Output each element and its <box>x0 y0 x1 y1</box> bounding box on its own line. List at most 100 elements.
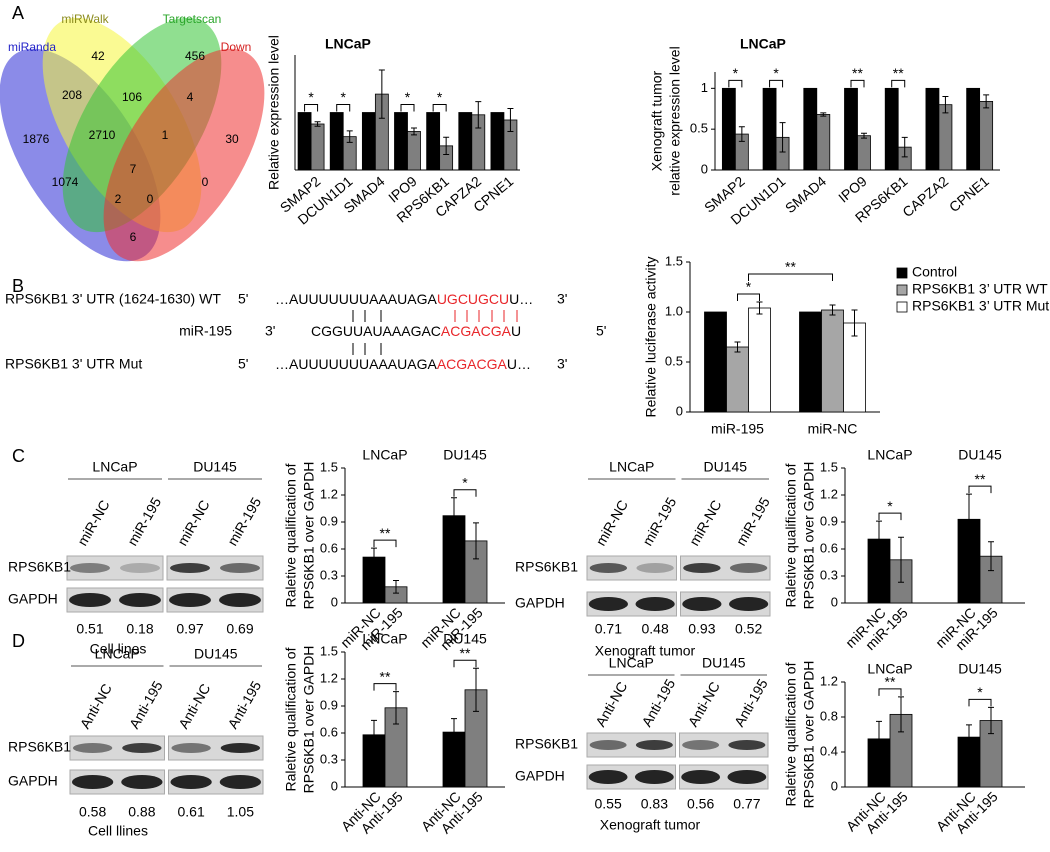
bar <box>938 104 953 171</box>
bar <box>884 87 899 171</box>
blot-row-label: RPS6KB1 <box>8 559 71 575</box>
sequence-label: miR-195 <box>179 323 232 339</box>
venn-count: 7 <box>130 162 137 176</box>
blot-band <box>634 770 674 784</box>
error-bar <box>966 724 972 750</box>
y-tick-label: 0.9 <box>320 697 338 712</box>
y-tick-label: 0.3 <box>320 567 338 582</box>
blot-lane: miR-NC <box>592 497 631 548</box>
significance-bracket <box>453 659 477 668</box>
sequence: …AUUUUUUUAAAUAGAACGACGAU… <box>275 356 531 372</box>
blot-lane: Anti-195 <box>638 676 678 729</box>
y-tick-label: 0.6 <box>320 724 338 739</box>
bar <box>816 114 831 171</box>
blot-quantification: 0.88 <box>128 804 155 820</box>
blot-band <box>120 563 160 573</box>
blot-lane: miR-NC <box>174 497 213 548</box>
sequence-part: U <box>511 323 521 339</box>
blot-group: DU145 <box>702 655 746 671</box>
sequence-part: …AUUUUUUUAAAUAGA <box>275 291 437 307</box>
blot-band <box>729 563 768 573</box>
bar <box>426 112 441 171</box>
significance-bracket <box>769 79 784 88</box>
sequence: CGGUUAUAAAGACACGACGAU <box>311 323 521 339</box>
blot-caption: Xenograft tumor <box>595 643 696 659</box>
legend-swatch <box>896 267 908 279</box>
significance-label: * <box>308 89 314 105</box>
y-tick-label: 1.0 <box>665 303 683 318</box>
blot-lane: miR-195 <box>733 494 773 548</box>
significance-bracket <box>878 512 902 521</box>
y-axis-label: Raletive qualification of <box>283 463 299 607</box>
y-tick-label: 0.6 <box>320 540 338 555</box>
significance-bracket <box>737 293 760 301</box>
panel-label: A <box>12 3 24 23</box>
venn-count: 4 <box>187 90 194 104</box>
venn-set-label: Targetscan <box>163 12 222 26</box>
blot-lane: miR-195 <box>124 494 164 548</box>
error-bar <box>898 536 904 583</box>
venn-count: 0 <box>147 192 154 206</box>
blot-band <box>635 597 675 611</box>
chart-title: LNCaP <box>325 36 371 52</box>
y-tick-label: 0 <box>831 778 838 793</box>
blot-group: DU145 <box>194 646 238 662</box>
sequence-part: ACGACGA <box>441 323 512 339</box>
x-tick-label: CAPZA2 <box>899 173 951 220</box>
significance-label: ** <box>975 471 986 487</box>
error-bar <box>738 126 745 142</box>
error-bar <box>901 136 908 158</box>
blot-band <box>170 775 212 789</box>
y-tick-label: 0.3 <box>820 567 838 582</box>
error-bar <box>411 127 417 136</box>
blot-row-label: RPS6KB1 <box>515 736 578 752</box>
bar <box>748 307 771 413</box>
blot-band <box>122 743 162 753</box>
bar <box>407 131 421 171</box>
panel-label: C <box>12 446 25 466</box>
blot-group: LNCaP <box>92 459 137 475</box>
sequence-label: RPS6KB1 3' UTR (1624-1630) WT <box>5 291 221 307</box>
blot-band <box>170 563 210 573</box>
sequence-part: …AUUUUUUUAAAUAGA <box>275 356 437 372</box>
blot-group: LNCaP <box>609 459 654 475</box>
y-tick-label: 0 <box>331 778 338 793</box>
significance-bracket <box>748 273 833 281</box>
venn-count: 456 <box>185 49 205 63</box>
y-tick-label: 1.5 <box>320 643 338 658</box>
y-tick-label: 0.3 <box>320 751 338 766</box>
error-bar <box>756 301 763 315</box>
significance-bracket <box>432 104 447 112</box>
chart-title: LNCaP <box>740 36 786 52</box>
x-tick-label: IPO9 <box>835 173 870 206</box>
blot-lane: miR-NC <box>74 497 113 548</box>
x-tick-label: SMAD4 <box>782 173 829 216</box>
bar <box>726 346 749 413</box>
blot-quantification: 0.56 <box>687 796 714 812</box>
x-tick-label: miR-195 <box>711 421 764 437</box>
blot-quantification: 1.05 <box>227 804 254 820</box>
venn-count: 1 <box>162 128 169 142</box>
sequence-part: U… <box>509 291 533 307</box>
venn-count: 6 <box>130 230 137 244</box>
blot-quantification: 0.69 <box>226 621 253 637</box>
blot-band <box>682 597 722 611</box>
blot-row-label: GAPDH <box>8 591 58 607</box>
blot-caption: Xenograft tumor <box>600 817 701 833</box>
sequence-end: 5' <box>238 356 248 372</box>
blot-row-label: GAPDH <box>8 773 58 789</box>
y-tick-label: 0 <box>676 403 683 418</box>
significance-label: * <box>340 89 346 105</box>
y-axis-label: Relative luciferase activity <box>643 256 659 417</box>
venn-count: 208 <box>62 88 82 102</box>
blot-lane: miR-NC <box>686 497 725 548</box>
blot-band <box>72 743 113 753</box>
error-bar <box>779 122 786 153</box>
significance-label: * <box>773 65 779 81</box>
category-label: LNCaP <box>362 631 407 647</box>
blot-band <box>71 775 114 789</box>
blot-band <box>588 770 628 784</box>
error-bar <box>851 309 858 337</box>
blot-band <box>69 593 111 607</box>
blot-row-label: GAPDH <box>515 768 565 784</box>
